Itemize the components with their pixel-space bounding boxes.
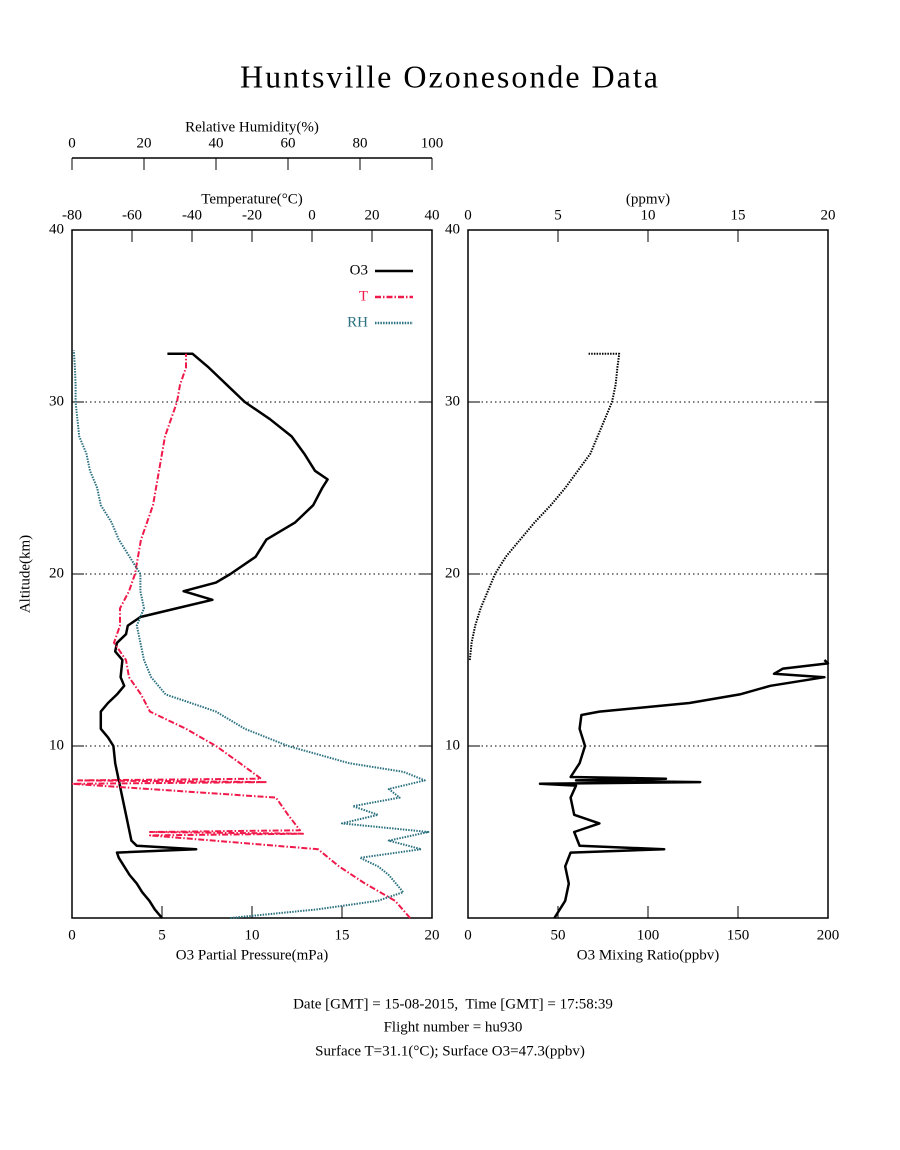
series-line — [468, 352, 621, 661]
x3-axis-label: Relative Humidity(%) — [185, 119, 319, 135]
x3-tick-label: 0 — [68, 135, 76, 151]
x2-tick-label: 20 — [821, 207, 836, 223]
x2-tick-label: 5 — [554, 207, 562, 223]
x2-tick-label: -60 — [122, 207, 142, 223]
x3-tick-label: 60 — [281, 135, 296, 151]
x2-tick-label: 0 — [308, 207, 316, 223]
y-tick-label: 20 — [445, 565, 460, 581]
footer-line: Surface T=31.1(°C); Surface O3=47.3(ppbv… — [315, 1043, 585, 1059]
y-tick-label: 30 — [49, 393, 64, 409]
x2-axis-label: Temperature(°C) — [201, 191, 303, 207]
x3-tick-label: 40 — [209, 135, 224, 151]
y-tick-label: 40 — [445, 221, 460, 237]
x-tick-label: 20 — [425, 927, 440, 943]
series-line — [72, 350, 430, 919]
x-tick-label: 100 — [637, 927, 660, 943]
x2-tick-label: 15 — [731, 207, 746, 223]
x2-tick-label: 20 — [365, 207, 380, 223]
chart-title: Huntsville Ozonesonde Data — [240, 58, 660, 94]
y-tick-label: 40 — [49, 221, 64, 237]
x3-tick-label: 20 — [137, 135, 152, 151]
x-tick-label: 50 — [551, 927, 566, 943]
legend-label: T — [359, 288, 368, 304]
x-tick-label: 10 — [245, 927, 260, 943]
x3-tick-label: 100 — [421, 135, 444, 151]
footer-line: Date [GMT] = 15-08-2015, Time [GMT] = 17… — [293, 996, 613, 1012]
series-line — [538, 659, 830, 919]
y-tick-label: 20 — [49, 565, 64, 581]
x-tick-label: 5 — [158, 927, 166, 943]
x2-tick-label: -20 — [242, 207, 262, 223]
x2-tick-label: -40 — [182, 207, 202, 223]
x-tick-label: 150 — [727, 927, 750, 943]
series-line — [99, 352, 329, 919]
y-tick-label: 10 — [445, 737, 460, 753]
y-tick-label: 30 — [445, 393, 460, 409]
x2-tick-label: 10 — [641, 207, 656, 223]
x-axis-label: O3 Partial Pressure(mPa) — [176, 947, 328, 963]
x-tick-label: 200 — [817, 927, 840, 943]
x-tick-label: 0 — [68, 927, 76, 943]
x3-tick-label: 80 — [353, 135, 368, 151]
y-tick-label: 10 — [49, 737, 64, 753]
series-line — [71, 353, 411, 919]
footer-line: Flight number = hu930 — [384, 1019, 523, 1035]
x2-tick-label: 0 — [464, 207, 472, 223]
y-axis-label: Altitude(km) — [17, 535, 33, 613]
x2-axis-label: (ppmv) — [626, 191, 670, 207]
x2-tick-label: -80 — [62, 207, 82, 223]
x-tick-label: 15 — [335, 927, 350, 943]
x-tick-label: 0 — [464, 927, 472, 943]
legend-label: O3 — [350, 262, 368, 278]
x2-tick-label: 40 — [425, 207, 440, 223]
x-axis-label: O3 Mixing Ratio(ppbv) — [577, 947, 720, 963]
legend-label: RH — [347, 314, 368, 330]
